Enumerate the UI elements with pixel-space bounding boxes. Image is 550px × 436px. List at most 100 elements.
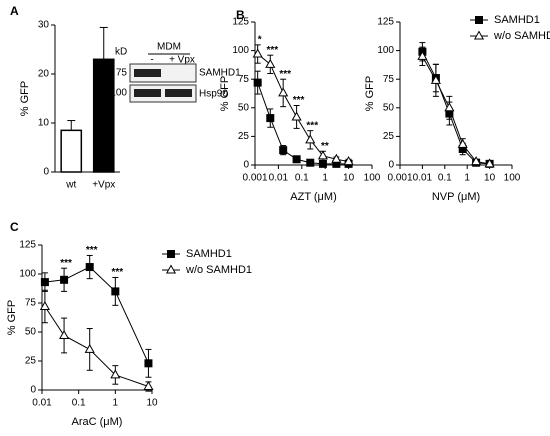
x-axis-label: AZT (μM) [290,191,336,203]
data-point [331,153,342,163]
data-point [111,287,120,296]
y-tick-label: 25 [25,356,37,367]
data-point [84,343,95,353]
y-tick-label: 50 [25,327,37,338]
data-point [279,146,288,155]
data-point [343,156,354,166]
data-point [484,158,495,168]
x-tick-label: 1 [464,173,470,184]
panel-label: C [10,220,19,234]
panel-label: A [10,4,19,18]
x-axis-label: NVP (μM) [432,191,480,203]
data-point [471,156,482,166]
data-point [143,380,154,391]
legend-marker [167,250,175,258]
y-axis-label: % GFP [219,76,231,111]
y-tick-label: 0 [30,385,36,396]
x-axis-label: AraC (μM) [72,416,123,428]
data-point [144,359,153,368]
y-tick-label: 100 [232,45,249,56]
data-point [85,263,94,272]
x-tick-label: 0.1 [72,398,86,409]
x-tick-label: 100 [364,173,381,184]
data-point [292,155,301,164]
y-tick-label: 0 [43,167,49,178]
x-tick-label: 10 [484,173,496,184]
x-tick-label: 0.01 [32,398,52,409]
x-tick-label: 0.01 [269,173,289,184]
significance-label: *** [306,120,318,131]
y-tick-label: 10 [38,118,50,129]
bar [60,129,83,173]
bar [92,58,115,173]
data-point [278,87,289,97]
blot-kd: kD [115,47,127,58]
series-line [44,306,149,387]
data-point [457,138,468,148]
x-tick-label: 0.01 [413,173,433,184]
y-tick-label: 125 [232,17,249,28]
data-point [305,134,316,144]
y-axis-label: % GFP [19,81,31,116]
legend-label: SAMHD1 [186,248,232,260]
y-tick-label: 100 [377,45,394,56]
blot-marker: 75 [116,68,128,79]
blot-band-label: Hsp90 [199,89,228,100]
y-tick-label: 125 [377,17,394,28]
series-line [421,51,490,165]
x-tick-label: 100 [504,173,521,184]
y-axis-label: % GFP [6,300,18,335]
significance-label: *** [60,258,72,269]
blot-band [134,89,161,97]
blot-marker: 100 [110,88,127,99]
panel-label: B [236,8,245,22]
data-point [444,102,455,112]
y-tick-label: 0 [388,160,394,171]
legend-label: w/o SAMHD1 [185,264,252,276]
x-tick-label: 0.1 [295,173,309,184]
y-tick-label: 20 [38,69,50,80]
data-point [39,300,50,310]
significance-label: *** [111,267,123,278]
significance-label: *** [86,245,98,256]
significance-label: *** [293,95,305,106]
significance-label: ** [321,141,329,152]
y-tick-label: 50 [238,102,250,113]
data-point [417,50,428,60]
y-tick-label: 125 [19,240,36,251]
x-tick-label: 1 [113,398,119,409]
blot-band-label: SAMHD1 [199,68,241,79]
blot-lane: - [150,55,153,66]
data-point [266,114,275,123]
data-point [318,159,327,168]
blot-header: MDM [157,42,181,53]
x-tick-label: wt [65,180,76,191]
significance-label: * [258,35,262,46]
significance-label: *** [266,45,278,56]
y-tick-label: 50 [383,102,395,113]
data-point [252,48,263,58]
data-point [253,78,262,87]
series-line [257,53,349,163]
x-tick-label: 0.001 [242,173,267,184]
y-tick-label: 0 [243,160,249,171]
y-tick-label: 75 [238,74,250,85]
y-axis-label: % GFP [364,76,376,111]
x-tick-label: +Vpx [92,180,115,191]
data-point [430,74,441,84]
data-point [40,278,49,287]
data-point [59,329,70,339]
data-point [291,111,302,121]
x-tick-label: 10 [146,398,158,409]
x-tick-label: 10 [343,173,355,184]
data-point [265,58,276,68]
legend-marker [473,30,485,40]
legend-marker [475,16,483,24]
y-tick-label: 100 [19,269,36,280]
blot-lane: + Vpx [169,55,195,66]
x-tick-label: 1 [322,173,328,184]
y-tick-label: 25 [383,131,395,142]
legend-marker [165,264,177,274]
data-point [306,158,315,167]
legend-label: SAMHD1 [494,14,540,26]
